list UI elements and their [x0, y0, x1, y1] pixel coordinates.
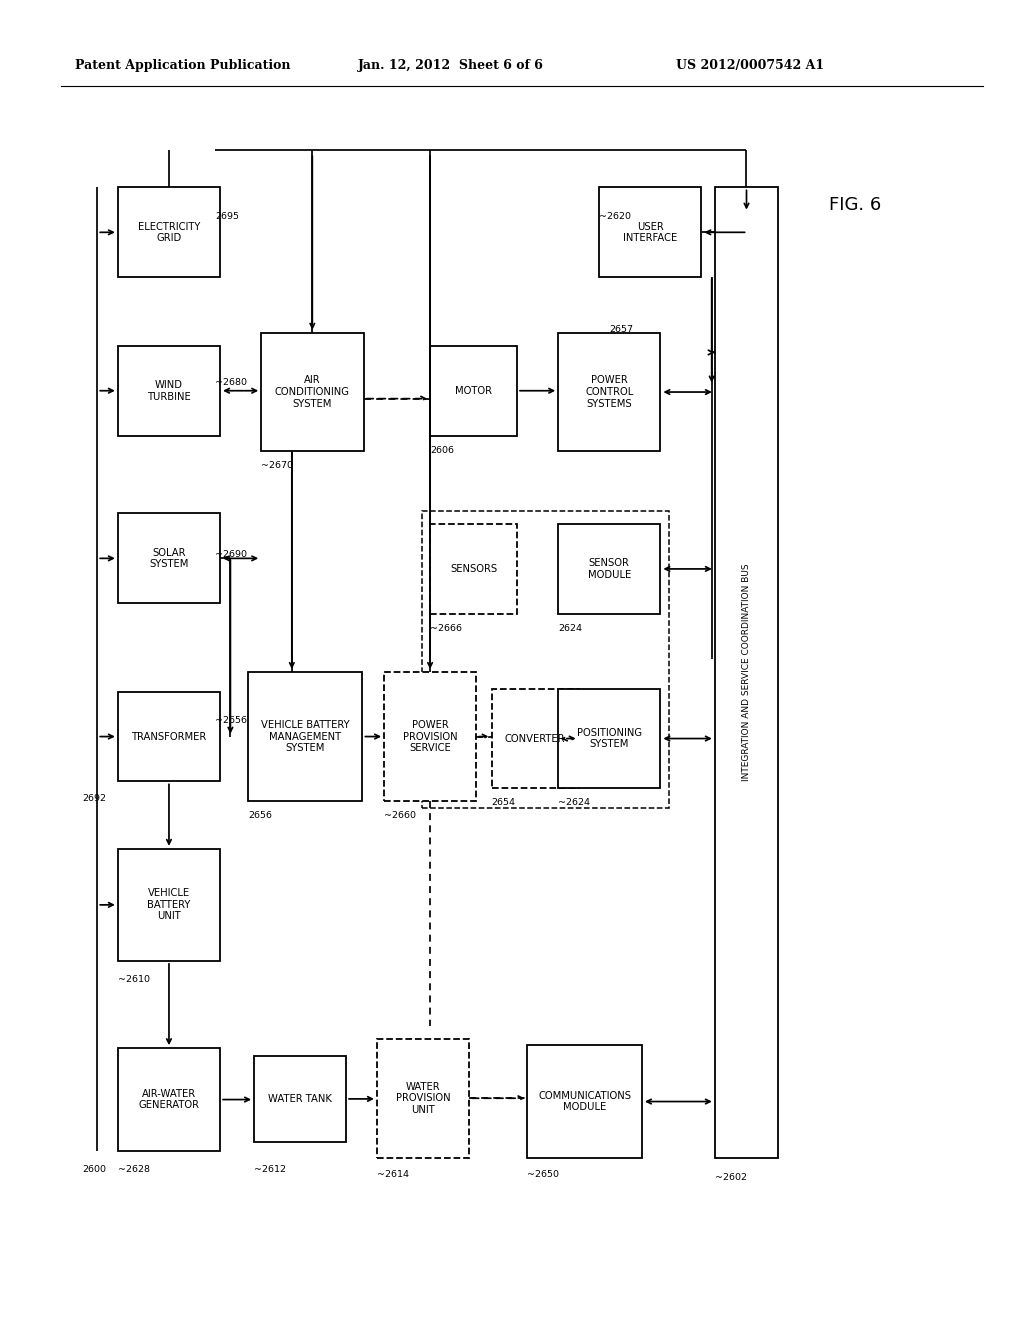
Text: ~2650: ~2650 [527, 1171, 559, 1179]
Text: ~2666: ~2666 [430, 624, 462, 632]
Bar [254, 1056, 346, 1142]
Text: 2656: 2656 [248, 812, 271, 820]
Text: MOTOR: MOTOR [455, 385, 493, 396]
Bar [558, 689, 660, 788]
Bar [118, 187, 220, 277]
Text: 2624: 2624 [558, 624, 582, 632]
Text: ~2628: ~2628 [118, 1166, 150, 1173]
Text: ~2612: ~2612 [254, 1166, 286, 1173]
Text: 2692: 2692 [82, 795, 105, 803]
Text: SOLAR
SYSTEM: SOLAR SYSTEM [150, 548, 188, 569]
Bar [118, 513, 220, 603]
Text: COMMUNICATIONS
MODULE: COMMUNICATIONS MODULE [539, 1090, 631, 1113]
Bar [422, 511, 669, 808]
Text: ~2624: ~2624 [558, 799, 590, 807]
Bar [118, 692, 220, 781]
Text: ~2656: ~2656 [215, 717, 247, 725]
Bar [261, 333, 364, 451]
Text: WIND
TURBINE: WIND TURBINE [147, 380, 190, 401]
Bar [430, 346, 517, 436]
Text: ~2614: ~2614 [377, 1171, 409, 1179]
Bar [118, 1048, 220, 1151]
Text: FIG. 6: FIG. 6 [829, 195, 882, 214]
Bar [384, 672, 476, 801]
Bar [430, 524, 517, 614]
Text: 2657: 2657 [609, 326, 633, 334]
Text: 2600: 2600 [82, 1166, 105, 1173]
Text: ~2690: ~2690 [215, 550, 247, 558]
Bar [118, 849, 220, 961]
Text: VEHICLE BATTERY
MANAGEMENT
SYSTEM: VEHICLE BATTERY MANAGEMENT SYSTEM [261, 719, 349, 754]
Bar [377, 1039, 469, 1158]
Text: POWER
PROVISION
SERVICE: POWER PROVISION SERVICE [402, 719, 458, 754]
Text: POSITIONING
SYSTEM: POSITIONING SYSTEM [577, 727, 642, 750]
Text: Patent Application Publication: Patent Application Publication [75, 59, 290, 73]
Text: WATER
PROVISION
UNIT: WATER PROVISION UNIT [395, 1081, 451, 1115]
Text: USER
INTERFACE: USER INTERFACE [624, 222, 677, 243]
Text: AIR-WATER
GENERATOR: AIR-WATER GENERATOR [138, 1089, 200, 1110]
Text: ~2670: ~2670 [261, 462, 293, 470]
Text: ~2680: ~2680 [215, 379, 247, 387]
Bar [715, 187, 778, 1158]
Text: SENSORS: SENSORS [450, 564, 498, 574]
Bar [118, 346, 220, 436]
Text: US 2012/0007542 A1: US 2012/0007542 A1 [676, 59, 824, 73]
Bar [599, 187, 701, 277]
Bar [492, 689, 579, 788]
Text: INTEGRATION AND SERVICE COORDINATION BUS: INTEGRATION AND SERVICE COORDINATION BUS [742, 564, 751, 781]
Text: CONVERTER: CONVERTER [505, 734, 565, 743]
Bar [558, 333, 660, 451]
Text: 2606: 2606 [430, 446, 454, 454]
Text: ~2602: ~2602 [715, 1173, 746, 1181]
Text: POWER
CONTROL
SYSTEMS: POWER CONTROL SYSTEMS [585, 375, 634, 409]
Text: AIR
CONDITIONING
SYSTEM: AIR CONDITIONING SYSTEM [274, 375, 350, 409]
Bar [558, 524, 660, 614]
Text: VEHICLE
BATTERY
UNIT: VEHICLE BATTERY UNIT [147, 888, 190, 921]
Text: WATER TANK: WATER TANK [268, 1094, 332, 1104]
Text: ~2660: ~2660 [384, 812, 416, 820]
Text: SENSOR
MODULE: SENSOR MODULE [588, 558, 631, 579]
Bar [248, 672, 362, 801]
Text: ELECTRICITY
GRID: ELECTRICITY GRID [138, 222, 200, 243]
Text: ~2610: ~2610 [118, 975, 150, 983]
Text: 2654: 2654 [492, 799, 515, 807]
Text: ~2620: ~2620 [599, 213, 631, 220]
Bar [527, 1045, 642, 1158]
Text: 2695: 2695 [215, 213, 239, 220]
Text: TRANSFORMER: TRANSFORMER [131, 731, 207, 742]
Text: Jan. 12, 2012  Sheet 6 of 6: Jan. 12, 2012 Sheet 6 of 6 [358, 59, 545, 73]
